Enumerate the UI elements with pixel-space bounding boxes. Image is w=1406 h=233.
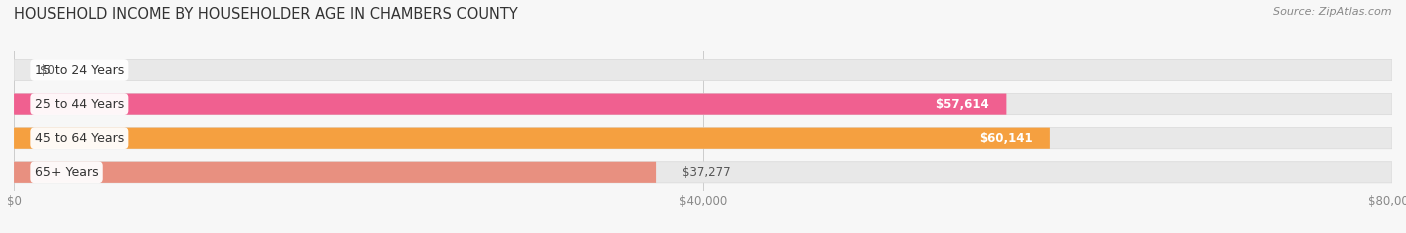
Text: 15 to 24 Years: 15 to 24 Years [35, 64, 124, 76]
Text: $0: $0 [39, 64, 55, 76]
FancyBboxPatch shape [14, 59, 1392, 81]
Text: $57,614: $57,614 [935, 98, 990, 111]
FancyBboxPatch shape [14, 93, 1392, 115]
Text: HOUSEHOLD INCOME BY HOUSEHOLDER AGE IN CHAMBERS COUNTY: HOUSEHOLD INCOME BY HOUSEHOLDER AGE IN C… [14, 7, 517, 22]
FancyBboxPatch shape [14, 162, 1392, 183]
Text: Source: ZipAtlas.com: Source: ZipAtlas.com [1274, 7, 1392, 17]
FancyBboxPatch shape [14, 162, 657, 183]
Text: $37,277: $37,277 [682, 166, 731, 179]
Text: $60,141: $60,141 [979, 132, 1032, 145]
Text: 25 to 44 Years: 25 to 44 Years [35, 98, 124, 111]
FancyBboxPatch shape [14, 93, 1007, 115]
FancyBboxPatch shape [14, 128, 1392, 149]
Text: 45 to 64 Years: 45 to 64 Years [35, 132, 124, 145]
FancyBboxPatch shape [14, 128, 1050, 149]
Text: 65+ Years: 65+ Years [35, 166, 98, 179]
